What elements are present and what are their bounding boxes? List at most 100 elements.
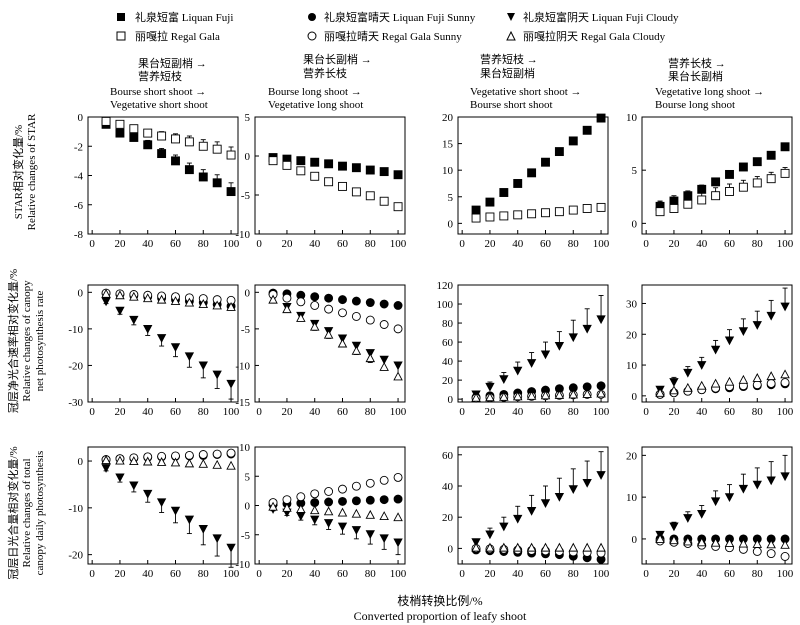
data-point: [365, 478, 375, 488]
data-point: [499, 542, 509, 552]
data-point: [129, 124, 139, 134]
column-header-3: 营养短枝 → 果台短副梢 Vegetative short shoot → Bo…: [470, 52, 582, 111]
data-point: [596, 202, 606, 212]
panel-r3c1: 0 20 40 60 80 100 0 -10 -20: [68, 446, 240, 580]
data-point: [282, 293, 292, 303]
data-point: [226, 187, 236, 197]
data-point: [499, 211, 509, 221]
data-point: [115, 455, 125, 465]
data-point: [683, 368, 693, 378]
x-tick-label: 0: [256, 568, 262, 580]
y-tick-label: 0: [448, 543, 454, 555]
series-triangle-down-filled: [471, 451, 606, 548]
data-point: [365, 509, 376, 519]
legend-label-regal-gala-cloudy: 丽嘎拉阴天 Regal Gala Cloudy: [523, 29, 666, 43]
data-point: [568, 542, 579, 552]
row-label-3-line-2: Relative changes of total: [21, 458, 33, 567]
panel-r3c2: 0 20 40 60 80 100 10 5 0 -5 -10: [235, 442, 406, 580]
y-tick-label: 10: [442, 165, 454, 177]
y-tick-label: 60: [442, 450, 454, 462]
data-point: [379, 167, 389, 177]
series-square-open: [101, 116, 236, 160]
x-tick-label: 0: [89, 238, 95, 250]
y-tick-label: 0: [78, 112, 84, 124]
data-point: [379, 320, 389, 329]
x-tick-label: 0: [89, 406, 95, 418]
data-point: [309, 505, 320, 515]
x-tick-label: 80: [752, 568, 764, 580]
panel-frame: [457, 284, 609, 403]
x-tick-label: 60: [540, 568, 552, 580]
x-tick-label: 20: [281, 406, 293, 418]
column-header-2-line-4: Vegetative long shoot: [268, 99, 363, 111]
y-tick-label: 60: [442, 337, 454, 349]
data-point: [696, 537, 707, 547]
data-point: [738, 374, 749, 384]
data-point: [310, 157, 320, 167]
x-tick-label: 100: [593, 568, 610, 580]
data-point: [471, 205, 481, 215]
row-label-3: 冠层日光合量相对变化量/% Relative changes of total …: [6, 446, 46, 579]
data-point: [512, 542, 523, 552]
data-point: [752, 321, 762, 330]
data-point: [568, 389, 579, 399]
data-point: [752, 480, 762, 490]
panel-r2c3: 0 20 40 60 80 100 0 20 40 60 80 100 120: [437, 280, 610, 418]
x-tick-label: 80: [752, 238, 764, 250]
data-point: [282, 502, 292, 512]
data-point: [226, 460, 236, 470]
data-point: [752, 538, 763, 548]
data-point: [393, 494, 403, 504]
data-point: [471, 213, 481, 223]
data-point: [738, 182, 748, 192]
x-tick-label: 20: [484, 238, 496, 250]
data-point: [170, 343, 181, 353]
data-point: [752, 157, 762, 167]
y-tick-label: 5: [245, 471, 251, 483]
legend-marker-liquan-fuji-cloudy: [507, 13, 515, 21]
panel-frame: [87, 284, 239, 403]
x-tick-label: 40: [512, 406, 524, 418]
data-point: [471, 542, 481, 552]
data-point: [101, 288, 111, 298]
data-point: [582, 125, 592, 135]
data-point: [324, 293, 334, 303]
data-point: [710, 537, 721, 547]
x-tick-label: 20: [114, 238, 126, 250]
legend-label-regal-gala-sunny: 丽嘎拉晴天 Regal Gala Sunny: [324, 29, 462, 43]
data-point: [554, 493, 565, 502]
panel-r2c4: 0 20 40 60 80 100 0 10 20 30: [626, 284, 794, 418]
data-point: [268, 501, 278, 511]
data-point: [485, 382, 495, 392]
row-label-1-line-1: STAR相对变化量/%: [11, 125, 25, 219]
data-point: [527, 168, 537, 178]
data-point: [697, 195, 707, 205]
data-point: [766, 311, 776, 321]
data-point: [198, 525, 208, 534]
data-point: [282, 160, 292, 170]
data-point: [499, 391, 509, 401]
panel-r2c2: 0 20 40 60 80 100 0 -5 -10 -15: [235, 284, 407, 418]
data-point: [365, 191, 375, 201]
data-point: [379, 495, 389, 505]
y-tick-label: 10: [626, 112, 638, 124]
data-point: [323, 329, 334, 339]
data-point: [351, 345, 362, 355]
data-point: [710, 497, 721, 507]
data-point: [324, 304, 334, 314]
data-point: [212, 449, 222, 459]
y-tick-label: -8: [74, 229, 84, 241]
panel-r3c3: 0 20 40 60 80 100 0 20 40 60: [442, 446, 610, 580]
data-point: [101, 297, 111, 307]
panel-frame: [457, 446, 609, 565]
data-point: [101, 464, 111, 473]
data-point: [513, 210, 523, 220]
x-tick-label: 100: [223, 406, 240, 418]
x-axis-label-cn: 枝梢转换比例/%: [397, 593, 482, 608]
data-point: [156, 334, 167, 343]
data-point: [115, 119, 125, 129]
x-tick-label: 20: [668, 406, 680, 418]
data-point: [142, 456, 153, 466]
data-point: [115, 128, 125, 138]
series-square-open: [268, 156, 403, 212]
